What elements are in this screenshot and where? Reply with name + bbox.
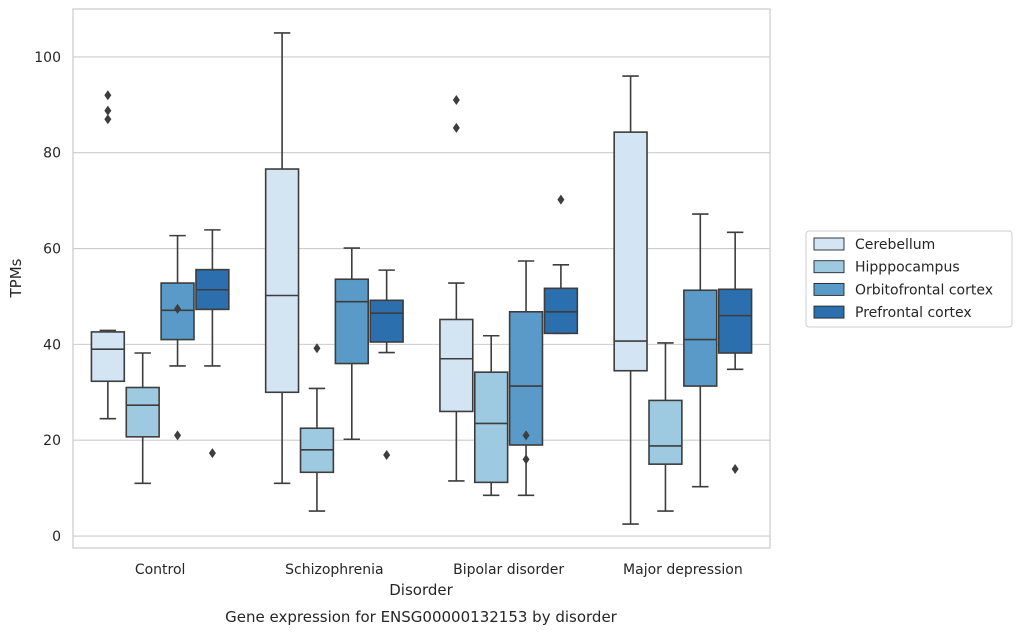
x-tick-label: Bipolar disorder: [453, 562, 564, 578]
box-outlier: [104, 114, 112, 125]
legend-swatch: [813, 282, 845, 296]
y-tick-label: 20: [43, 433, 61, 449]
legend-label: Orbitofrontal cortex: [855, 282, 993, 298]
x-tick-labels: Control Schizophrenia Bipolar disorder Majo…: [135, 562, 743, 578]
box-outlier: [452, 122, 460, 133]
y-tick-label: 40: [43, 337, 61, 353]
legend-swatch: [813, 305, 845, 319]
box-body: [508, 310, 544, 446]
box-body: [334, 278, 370, 365]
box-2-1: [473, 334, 509, 497]
box-outlier: [104, 90, 112, 101]
box-2-0: [439, 95, 474, 482]
box-outlier: [208, 448, 216, 459]
box-body: [613, 131, 648, 372]
x-tick-label: Control: [135, 562, 186, 578]
box-0-0: [90, 90, 126, 420]
figure-caption: Gene expression for ENSG00000132153 by d…: [225, 608, 618, 626]
y-tick-label: 0: [52, 529, 61, 545]
box-body: [717, 288, 753, 354]
legend-frame: [805, 230, 1013, 328]
y-tick-label: 100: [34, 50, 61, 66]
box-1-3: [369, 269, 404, 461]
box-2-2: [508, 260, 544, 497]
y-tick-labels: 0 20 40 60 80 100: [34, 50, 61, 545]
box-0-2: [160, 234, 195, 441]
box-body: [125, 386, 160, 438]
y-gridlines: [73, 56, 770, 537]
legend-swatch: [813, 237, 845, 251]
box-outlier: [452, 95, 460, 106]
box-body: [369, 299, 404, 343]
y-tick-label: 80: [43, 146, 61, 162]
box-body: [439, 318, 474, 413]
box-0-3: [195, 229, 230, 459]
box-1-0: [264, 32, 300, 485]
boxes-layer: [90, 32, 753, 525]
box-outlier: [522, 454, 530, 465]
box-1-1: [299, 343, 335, 512]
x-tick-label: Schizophrenia: [285, 562, 383, 578]
box-outlier: [104, 105, 112, 116]
plot-frame: [72, 8, 771, 549]
box-1-2: [334, 247, 370, 441]
box-outlier: [313, 343, 321, 354]
box-outlier: [174, 303, 182, 314]
legend-label: Cerebellum: [855, 237, 935, 253]
box-body: [543, 287, 579, 335]
y-axis-title: TPMs: [7, 258, 25, 298]
x-tick-label: Major depression: [623, 562, 743, 578]
legend-label: Hipppocampus: [855, 260, 960, 276]
legend-label: Prefrontal cortex: [855, 305, 972, 321]
box-body: [648, 399, 683, 465]
box-0-1: [125, 352, 160, 485]
x-axis-title: Disorder: [389, 581, 453, 599]
box-3-2: [683, 213, 718, 488]
legend-swatch: [813, 260, 845, 274]
box-2-3: [543, 194, 579, 335]
legend: Cerebellum Hipppocampus Orbitofrontal cort…: [805, 230, 1013, 328]
box-outlier: [557, 194, 565, 205]
box-3-1: [648, 342, 683, 512]
box-3-3: [717, 231, 753, 474]
box-body: [473, 371, 509, 484]
box-3-0: [613, 75, 648, 525]
y-tick-label: 60: [43, 242, 61, 258]
box-outlier: [522, 430, 530, 441]
box-body: [90, 331, 126, 383]
box-outlier: [174, 430, 182, 441]
box-outlier: [383, 450, 391, 461]
box-body: [683, 289, 718, 387]
box-outlier: [731, 463, 739, 474]
box-body: [264, 168, 300, 394]
